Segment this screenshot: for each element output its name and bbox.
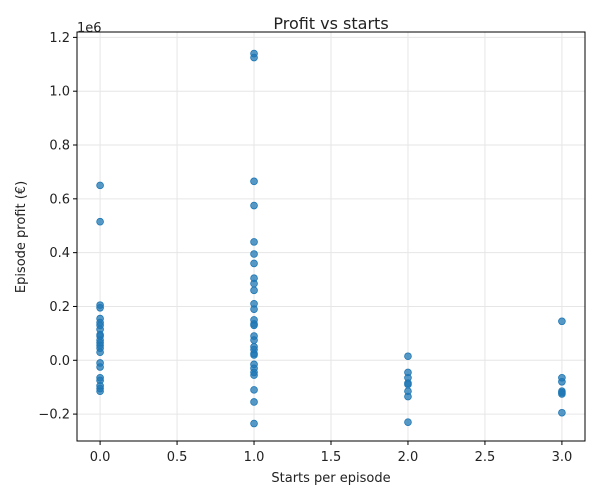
y-offset-label: 1e6 [77,21,102,36]
data-point [404,380,412,389]
data-point [558,378,566,386]
data-point [250,286,258,295]
data-point [250,259,258,268]
y-tick-label: 0.4 [49,246,70,261]
data-point [404,352,412,361]
x-tick-label: 0.0 [90,450,111,465]
data-point [250,336,258,344]
y-axis-label: Episode profit (€) [14,181,29,293]
y-tick-label: 0.2 [49,300,70,315]
data-points [96,49,566,428]
x-tick-label: 1.0 [244,450,265,465]
data-point [96,348,104,357]
data-point [96,181,104,190]
data-point [250,238,258,246]
data-point [250,305,258,313]
x-axis-ticks: 0.0 0.5 1.0 1.5 2.0 2.5 3.0 [90,441,573,465]
x-tick-label: 2.0 [398,450,419,465]
x-tick-label: 3.0 [552,450,573,465]
data-point [96,304,104,312]
chart-title: Profit vs starts [273,14,388,33]
y-tick-label: 1.2 [49,31,70,46]
data-point [250,351,258,359]
x-axis-label: Starts per episode [271,471,390,486]
y-axis-ticks: −0.2 0.0 0.2 0.4 0.6 0.8 1.0 1.2 [38,31,77,423]
x-tick-label: 2.5 [475,450,496,465]
data-point [250,419,258,428]
data-point [558,317,566,326]
x-tick-label: 1.5 [321,450,342,465]
data-point [250,53,258,62]
data-point [558,408,566,417]
data-point [96,387,104,396]
x-tick-label: 0.5 [167,450,188,465]
data-point [250,250,258,258]
data-point [250,201,258,210]
y-tick-label: −0.2 [38,408,70,423]
data-point [558,390,566,398]
data-point [250,371,258,379]
data-point [96,217,104,226]
data-point [250,321,258,330]
y-tick-label: 0.6 [49,192,70,207]
y-tick-label: 0.8 [49,139,70,154]
y-tick-label: 1.0 [49,85,70,100]
data-point [404,392,412,401]
grid-lines [77,32,585,441]
data-point [96,363,104,371]
y-tick-label: 0.0 [49,354,70,369]
data-point [250,279,258,288]
data-point [250,386,258,394]
data-point [250,398,258,406]
data-point [404,418,412,426]
data-point [250,177,258,186]
